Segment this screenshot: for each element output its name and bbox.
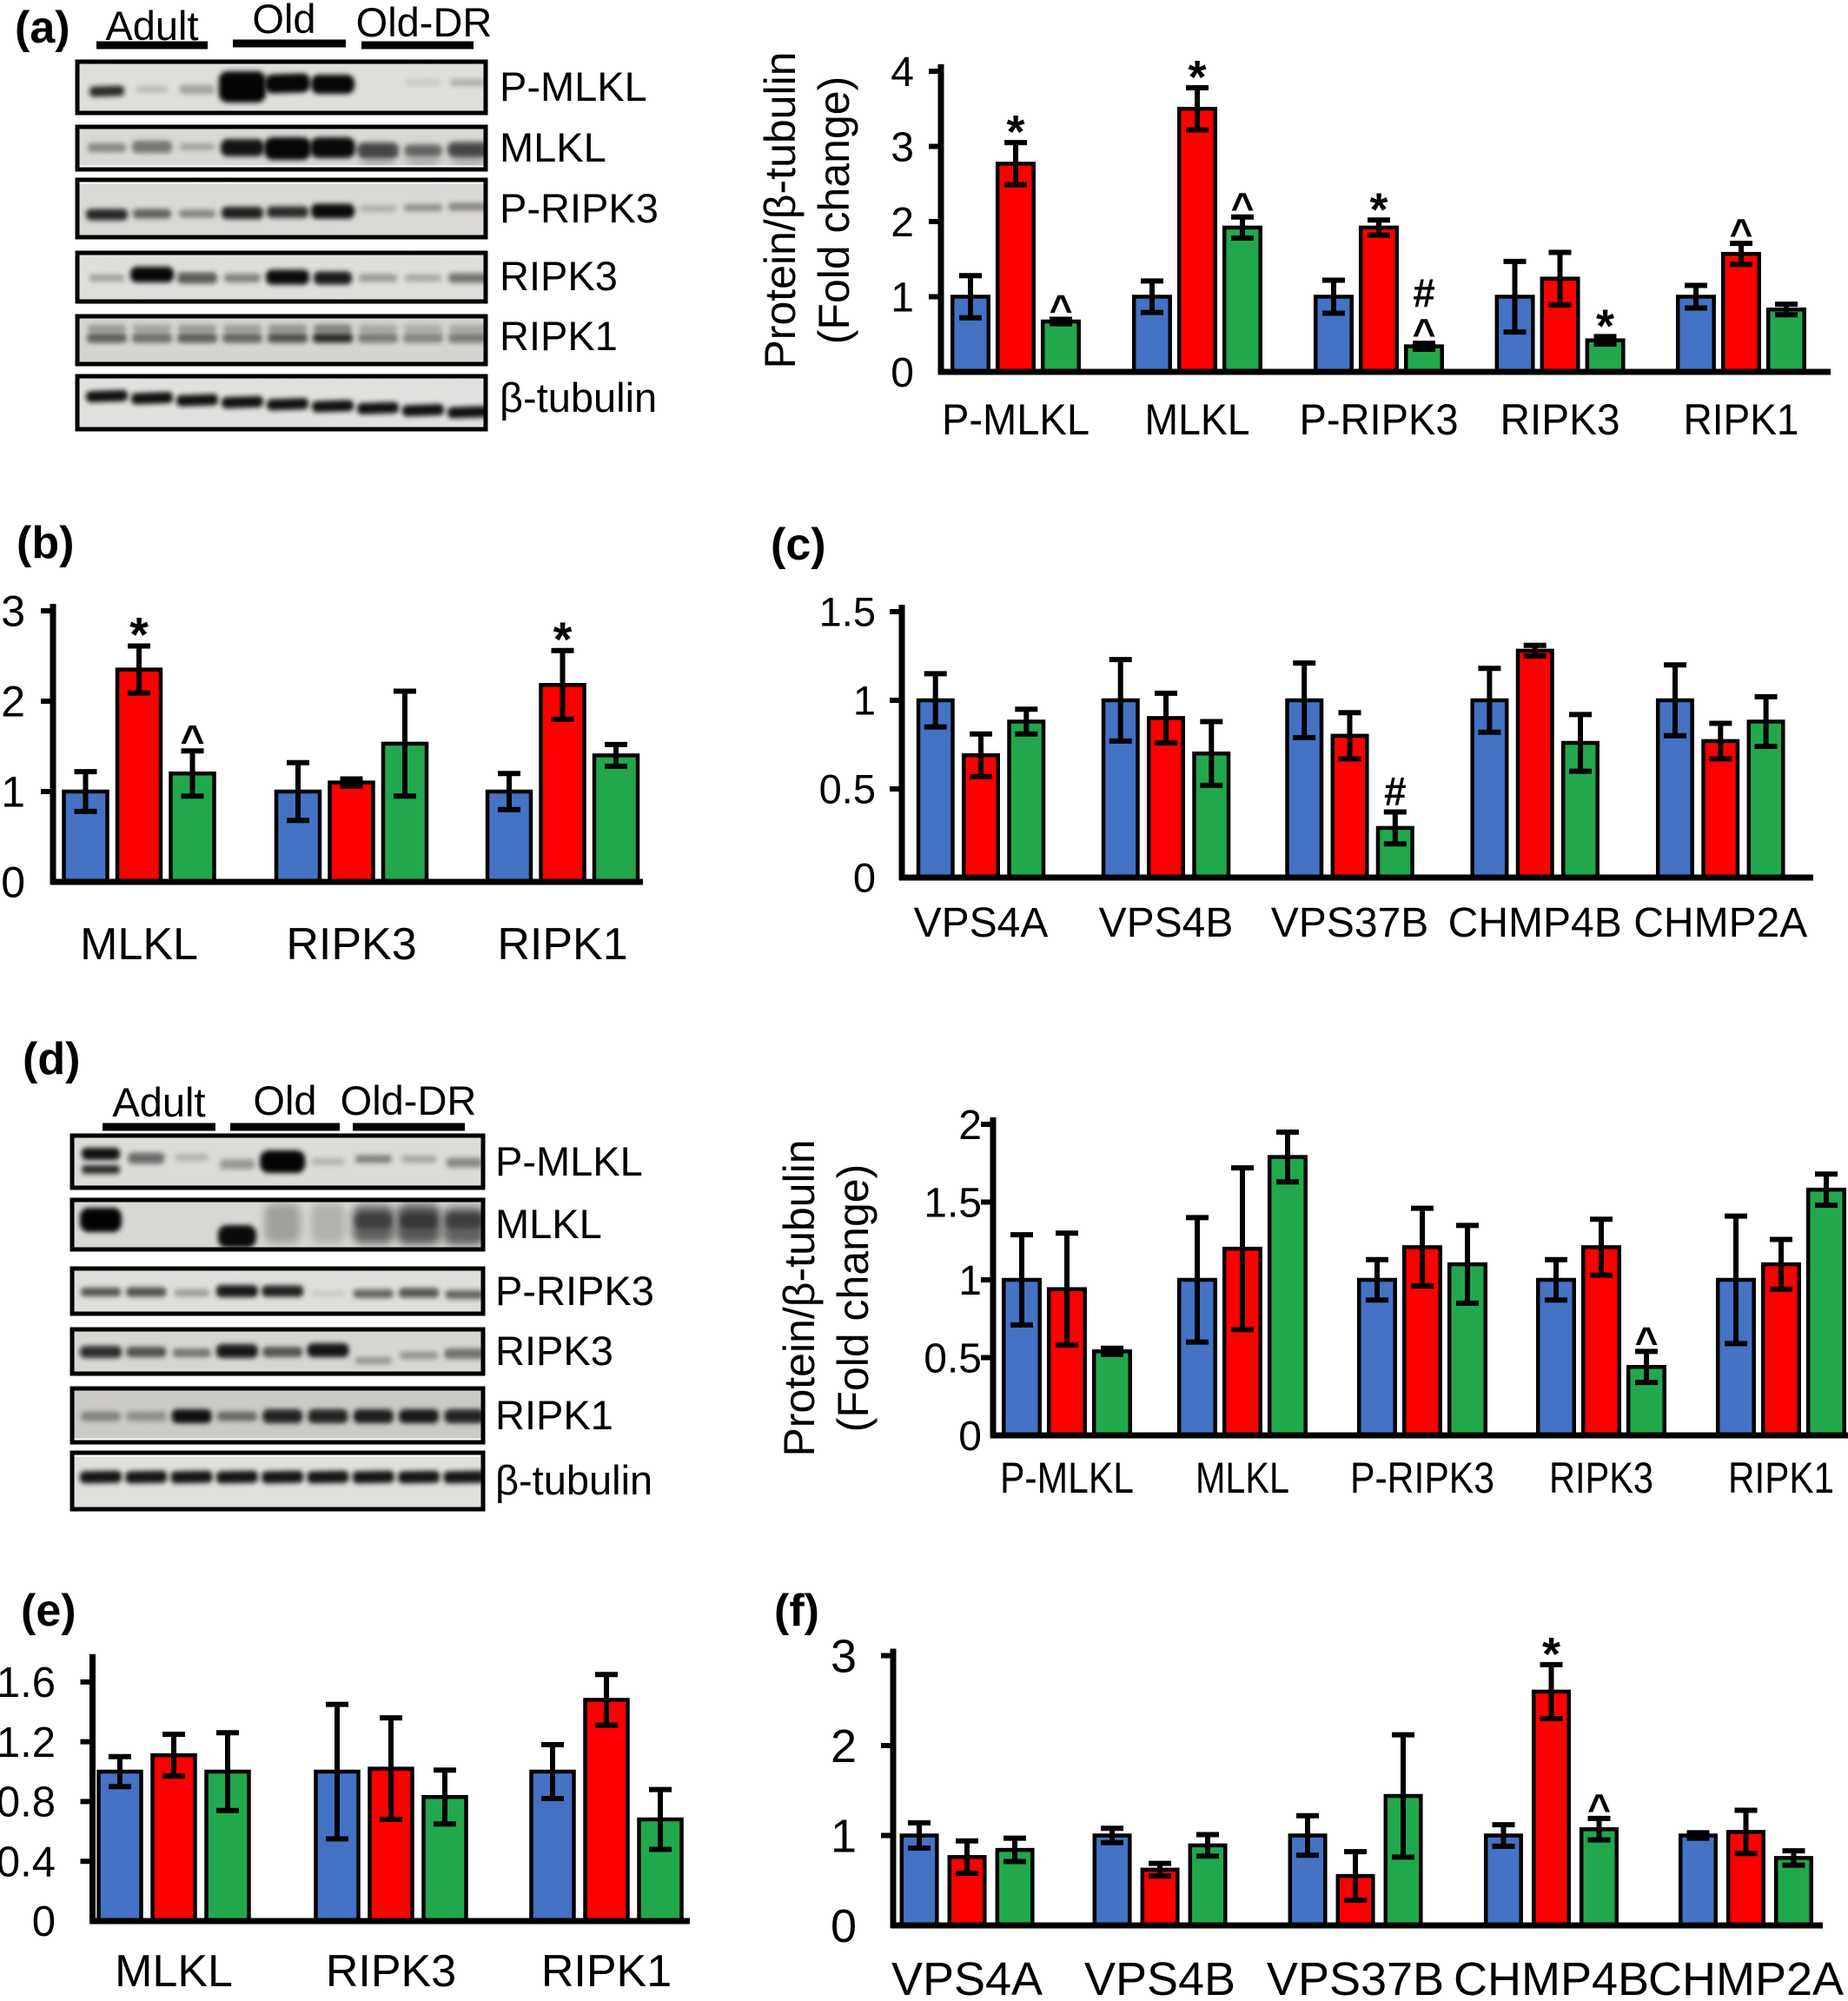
svg-text:0: 0 bbox=[958, 1414, 982, 1460]
svg-text:^: ^ bbox=[1231, 184, 1255, 229]
svg-text:^: ^ bbox=[1730, 210, 1753, 255]
svg-text:P-MLKL: P-MLKL bbox=[942, 395, 1090, 444]
svg-text:MLKL: MLKL bbox=[495, 1201, 602, 1247]
svg-text:2: 2 bbox=[831, 1720, 857, 1772]
svg-text:^: ^ bbox=[1413, 310, 1436, 355]
svg-text:RIPK3: RIPK3 bbox=[1549, 1454, 1653, 1502]
svg-text:P-MLKL: P-MLKL bbox=[1000, 1454, 1134, 1502]
svg-text:3: 3 bbox=[831, 1630, 857, 1682]
svg-text:1: 1 bbox=[853, 677, 876, 723]
svg-text:RIPK1: RIPK1 bbox=[500, 313, 618, 359]
svg-text:(Fold change): (Fold change) bbox=[810, 76, 858, 345]
svg-text:P-MLKL: P-MLKL bbox=[500, 63, 647, 109]
svg-text:(a): (a) bbox=[15, 3, 70, 53]
svg-text:P-RIPK3: P-RIPK3 bbox=[495, 1268, 654, 1314]
svg-text:Old: Old bbox=[252, 0, 315, 42]
svg-text:VPS4B: VPS4B bbox=[1099, 900, 1234, 946]
svg-text:*: * bbox=[553, 612, 573, 666]
svg-text:(b): (b) bbox=[17, 518, 74, 568]
svg-text:RIPK1: RIPK1 bbox=[497, 919, 627, 970]
svg-text:RIPK3: RIPK3 bbox=[500, 253, 618, 299]
svg-text:3: 3 bbox=[1, 587, 25, 636]
svg-text:1.2: 1.2 bbox=[0, 1719, 56, 1766]
svg-text:0.4: 0.4 bbox=[0, 1839, 56, 1885]
svg-text:(e): (e) bbox=[21, 1586, 76, 1636]
svg-text:#: # bbox=[1413, 270, 1435, 315]
svg-text:2: 2 bbox=[891, 200, 914, 246]
svg-text:0: 0 bbox=[853, 854, 876, 900]
svg-text:*: * bbox=[129, 607, 149, 662]
svg-text:VPS37B: VPS37B bbox=[1271, 900, 1428, 946]
svg-text:Protein/β-tubulin: Protein/β-tubulin bbox=[756, 51, 805, 368]
svg-text:RIPK3: RIPK3 bbox=[326, 1946, 456, 1997]
svg-text:RIPK3: RIPK3 bbox=[495, 1328, 613, 1374]
svg-text:(Fold change): (Fold change) bbox=[829, 1164, 878, 1433]
svg-text:Old: Old bbox=[253, 1077, 316, 1123]
svg-text:β-tubulin: β-tubulin bbox=[500, 374, 657, 421]
svg-text:P-RIPK3: P-RIPK3 bbox=[1350, 1454, 1494, 1502]
svg-text:^: ^ bbox=[1050, 286, 1073, 331]
svg-text:Adult: Adult bbox=[105, 3, 198, 49]
svg-text:P-RIPK3: P-RIPK3 bbox=[500, 185, 659, 231]
svg-text:CHMP2A: CHMP2A bbox=[1648, 1953, 1844, 2001]
svg-text:0: 0 bbox=[891, 350, 914, 396]
svg-text:RIPK1: RIPK1 bbox=[541, 1946, 672, 1997]
svg-text:^: ^ bbox=[1587, 1786, 1611, 1831]
svg-text:(c): (c) bbox=[771, 520, 826, 570]
svg-text:*: * bbox=[1006, 106, 1024, 158]
svg-text:Adult: Adult bbox=[112, 1079, 205, 1125]
svg-text:1: 1 bbox=[891, 275, 914, 321]
svg-text:3: 3 bbox=[891, 124, 914, 170]
svg-text:1: 1 bbox=[831, 1810, 857, 1862]
svg-text:2: 2 bbox=[1, 678, 25, 726]
svg-text:0.5: 0.5 bbox=[924, 1335, 982, 1381]
svg-text:(d): (d) bbox=[23, 1034, 80, 1084]
svg-text:*: * bbox=[1188, 51, 1206, 103]
svg-text:1.5: 1.5 bbox=[924, 1180, 982, 1226]
svg-text:#: # bbox=[1384, 769, 1407, 814]
svg-text:RIPK1: RIPK1 bbox=[1728, 1454, 1834, 1502]
svg-text:MLKL: MLKL bbox=[1145, 395, 1250, 444]
svg-text:CHMP2A: CHMP2A bbox=[1633, 900, 1807, 946]
svg-text:RIPK3: RIPK3 bbox=[1500, 395, 1620, 444]
svg-text:VPS4B: VPS4B bbox=[1084, 1953, 1235, 2001]
svg-text:Old-DR: Old-DR bbox=[356, 0, 493, 45]
svg-text:VPS37B: VPS37B bbox=[1267, 1953, 1444, 2001]
svg-text:(f): (f) bbox=[774, 1586, 819, 1636]
svg-text:1.5: 1.5 bbox=[819, 588, 876, 634]
svg-text:MLKL: MLKL bbox=[115, 1946, 233, 1997]
svg-text:RIPK1: RIPK1 bbox=[1684, 395, 1799, 444]
svg-text:*: * bbox=[1369, 183, 1388, 235]
svg-text:1: 1 bbox=[958, 1258, 982, 1304]
svg-text:VPS4A: VPS4A bbox=[914, 900, 1049, 946]
svg-text:Protein/β-tubulin: Protein/β-tubulin bbox=[775, 1139, 824, 1456]
svg-text:0: 0 bbox=[831, 1900, 857, 1952]
svg-text:P-RIPK3: P-RIPK3 bbox=[1300, 395, 1459, 444]
svg-text:P-MLKL: P-MLKL bbox=[495, 1138, 643, 1184]
svg-text:1.6: 1.6 bbox=[0, 1660, 56, 1706]
svg-text:CHMP4B: CHMP4B bbox=[1454, 1953, 1649, 2001]
svg-text:0: 0 bbox=[32, 1898, 56, 1945]
svg-text:MLKL: MLKL bbox=[500, 124, 606, 170]
svg-text:4: 4 bbox=[891, 50, 914, 96]
svg-text:0: 0 bbox=[1, 858, 25, 907]
svg-text:2: 2 bbox=[958, 1103, 982, 1149]
svg-text:RIPK1: RIPK1 bbox=[495, 1392, 613, 1438]
svg-text:CHMP4B: CHMP4B bbox=[1448, 900, 1622, 946]
svg-text:Old-DR: Old-DR bbox=[341, 1077, 477, 1123]
svg-text:β-tubulin: β-tubulin bbox=[495, 1457, 652, 1503]
svg-text:MLKL: MLKL bbox=[80, 919, 198, 970]
svg-text:*: * bbox=[1542, 1628, 1560, 1680]
svg-text:^: ^ bbox=[1635, 1318, 1659, 1363]
svg-text:1: 1 bbox=[1, 768, 25, 817]
svg-text:0.8: 0.8 bbox=[0, 1779, 56, 1826]
svg-text:MLKL: MLKL bbox=[1196, 1454, 1289, 1502]
svg-text:*: * bbox=[1596, 300, 1614, 352]
svg-text:RIPK3: RIPK3 bbox=[286, 919, 416, 970]
svg-text:VPS4A: VPS4A bbox=[891, 1953, 1043, 2001]
svg-text:^: ^ bbox=[180, 718, 204, 764]
svg-text:0.5: 0.5 bbox=[819, 765, 876, 812]
